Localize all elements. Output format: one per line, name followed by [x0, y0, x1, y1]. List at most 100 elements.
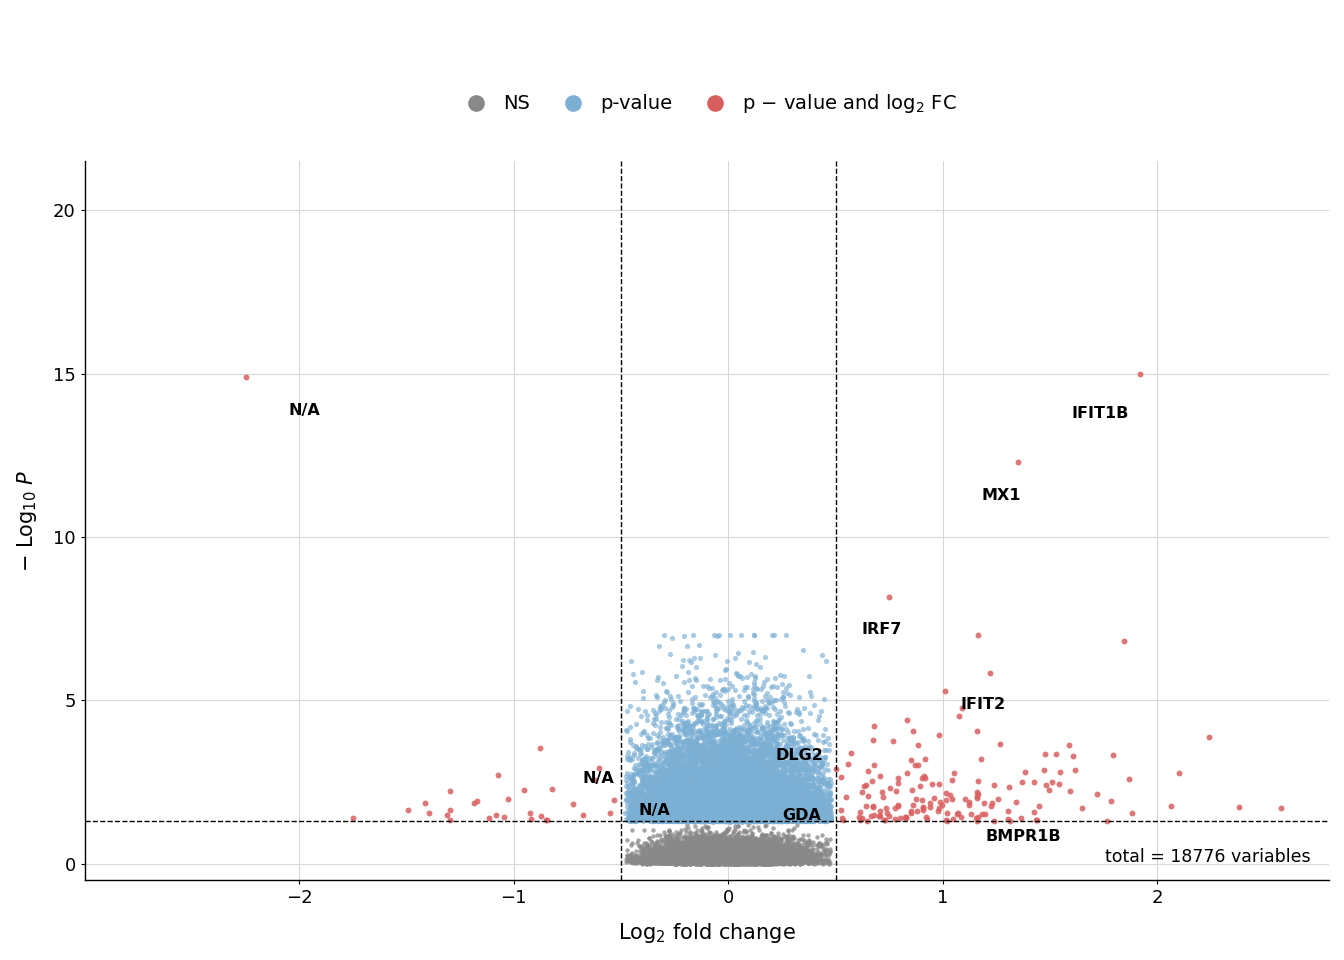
- Point: [688, 807, 710, 823]
- Point: [704, 791, 726, 806]
- Point: [664, 812, 685, 828]
- Point: [646, 792, 668, 807]
- Point: [715, 780, 737, 795]
- Point: [680, 789, 702, 804]
- Point: [759, 791, 781, 806]
- Point: [712, 757, 734, 773]
- Point: [704, 808, 726, 824]
- Point: [712, 836, 734, 852]
- Point: [677, 799, 699, 814]
- Point: [673, 849, 695, 864]
- Point: [685, 854, 707, 870]
- Point: [710, 852, 731, 867]
- Point: [708, 854, 730, 870]
- Point: [723, 855, 745, 871]
- Point: [664, 755, 685, 770]
- Point: [753, 842, 774, 857]
- Point: [742, 796, 763, 811]
- Point: [685, 839, 707, 854]
- Point: [656, 813, 677, 828]
- Point: [634, 756, 656, 771]
- Point: [710, 849, 731, 864]
- Point: [771, 721, 793, 736]
- Point: [730, 852, 751, 867]
- Point: [718, 803, 739, 818]
- Point: [809, 801, 831, 816]
- Point: [707, 794, 728, 809]
- Point: [742, 803, 763, 818]
- Point: [708, 831, 730, 847]
- Point: [743, 852, 765, 868]
- Point: [722, 843, 743, 858]
- Point: [659, 801, 680, 816]
- Point: [758, 841, 780, 856]
- Point: [716, 803, 738, 818]
- Point: [731, 807, 753, 823]
- Point: [706, 809, 727, 825]
- Point: [778, 788, 800, 804]
- Point: [667, 855, 688, 871]
- Point: [626, 810, 648, 826]
- Point: [712, 842, 734, 857]
- Point: [702, 856, 723, 872]
- Point: [698, 848, 719, 863]
- Point: [679, 812, 700, 828]
- Point: [738, 831, 759, 847]
- Point: [622, 798, 644, 813]
- Point: [758, 850, 780, 865]
- Point: [806, 803, 828, 818]
- Point: [727, 810, 749, 826]
- Point: [723, 849, 745, 864]
- Point: [724, 789, 746, 804]
- Point: [749, 750, 770, 765]
- Point: [718, 810, 739, 826]
- Point: [710, 849, 731, 864]
- Point: [817, 792, 839, 807]
- Point: [712, 804, 734, 819]
- Point: [685, 810, 707, 826]
- Point: [731, 798, 753, 813]
- Point: [667, 811, 688, 827]
- Point: [750, 844, 771, 859]
- Point: [818, 804, 840, 819]
- Point: [707, 844, 728, 859]
- Point: [720, 834, 742, 850]
- Point: [703, 828, 724, 843]
- Point: [731, 841, 753, 856]
- Point: [691, 850, 712, 865]
- Point: [731, 852, 753, 867]
- Point: [966, 724, 988, 739]
- Point: [727, 796, 749, 811]
- Point: [712, 784, 734, 800]
- Point: [731, 754, 753, 769]
- Point: [718, 756, 739, 771]
- Point: [656, 804, 677, 820]
- Point: [808, 752, 829, 767]
- Point: [677, 809, 699, 825]
- Point: [698, 852, 719, 867]
- Point: [677, 786, 699, 802]
- Point: [751, 812, 773, 828]
- Point: [692, 835, 714, 851]
- Point: [695, 811, 716, 827]
- Point: [685, 804, 707, 820]
- Point: [750, 808, 771, 824]
- Point: [732, 850, 754, 865]
- Point: [708, 708, 730, 724]
- Point: [716, 852, 738, 867]
- Point: [754, 848, 775, 863]
- Point: [806, 791, 828, 806]
- Point: [734, 804, 755, 819]
- Point: [735, 849, 757, 864]
- Point: [646, 844, 668, 859]
- Point: [692, 809, 714, 825]
- Point: [778, 804, 800, 820]
- Point: [1032, 762, 1054, 778]
- Point: [694, 745, 715, 760]
- Point: [710, 831, 731, 847]
- Point: [702, 848, 723, 863]
- Point: [749, 852, 770, 867]
- Point: [810, 806, 832, 822]
- Point: [650, 807, 672, 823]
- Point: [704, 850, 726, 865]
